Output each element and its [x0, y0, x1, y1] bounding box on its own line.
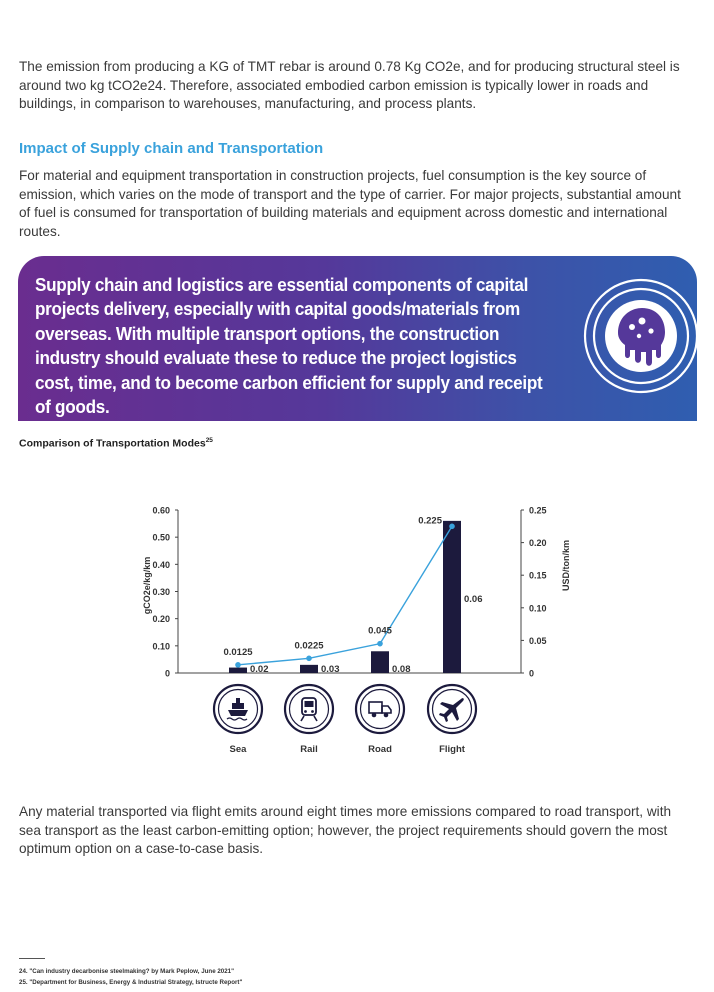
callout-text: Supply chain and logistics are essential… — [35, 274, 543, 418]
cost-point-rail — [306, 655, 312, 662]
bar-value-label: 0.08 — [392, 664, 411, 675]
cost-value-label: 0.0225 — [294, 640, 324, 651]
left-tick-label: 0 — [165, 669, 170, 679]
chart-cost-line — [235, 523, 455, 668]
left-axis-title: gCO2e/kg/km — [142, 557, 152, 615]
right-tick-label: 0.10 — [529, 603, 547, 613]
cost-value-label: 0.225 — [418, 515, 442, 526]
footnote-25: 25. "Department for Business, Energy & I… — [19, 979, 243, 986]
bar-rail — [300, 664, 318, 673]
right-tick-label: 0.25 — [529, 506, 547, 516]
airplane-icon — [426, 683, 478, 735]
bar-value-label: 0.02 — [250, 664, 269, 675]
truck-icon — [354, 683, 406, 735]
cost-value-label: 0.045 — [368, 626, 392, 637]
left-tick-label: 0.20 — [152, 614, 170, 624]
footnote-24: 24. "Can industry decarbonise steelmakin… — [19, 968, 235, 975]
chart-axes: 0 0.10 0.20 0.30 0.40 0.50 0.60 0 0.05 0.10 0.15 0.… — [142, 506, 571, 679]
section-heading: Impact of Supply chain and Transportatio… — [19, 140, 324, 157]
train-icon — [283, 683, 335, 735]
section-paragraph: For material and equipment transportatio… — [19, 168, 681, 239]
right-tick-label: 0 — [529, 669, 534, 679]
chart-category-icons: Sea Rail Road Flight — [212, 683, 478, 755]
bar-road — [371, 651, 389, 673]
bar-value-label: 0.06 — [464, 594, 483, 605]
intro-paragraph: The emission from producing a KG of TMT … — [19, 59, 680, 111]
ship-icon — [212, 683, 264, 735]
chart-title: Comparison of Transportation Modes25 — [19, 437, 213, 450]
right-tick-label: 0.15 — [529, 571, 547, 581]
cost-point-flight — [449, 523, 455, 530]
category-label-road: Road — [368, 744, 392, 755]
chart-title-footnote-ref: 25 — [205, 437, 213, 444]
category-label-sea: Sea — [230, 744, 248, 755]
left-tick-label: 0.40 — [152, 560, 170, 570]
cost-line-path — [237, 525, 453, 666]
conclusion-paragraph: Any material transported via flight emit… — [19, 804, 672, 856]
bar-value-label: 0.03 — [321, 664, 340, 675]
left-tick-label: 0.10 — [152, 641, 170, 651]
footnote-divider — [19, 958, 45, 959]
bar-flight — [443, 520, 461, 673]
category-label-rail: Rail — [300, 744, 317, 755]
left-tick-label: 0.60 — [152, 506, 170, 516]
chart-data-labels: 0.02 0.03 0.08 0.06 0.0125 0.0225 0.045 0.225 — [223, 515, 482, 675]
chart-bars — [229, 520, 461, 673]
left-tick-label: 0.30 — [152, 587, 170, 597]
cost-value-label: 0.0125 — [223, 647, 253, 658]
emission-badge-icon — [583, 278, 697, 394]
cost-point-road — [377, 640, 383, 647]
callout-banner: Supply chain and logistics are essential… — [18, 256, 697, 421]
bar-sea — [229, 667, 247, 673]
right-tick-label: 0.05 — [529, 636, 547, 646]
left-tick-label: 0.50 — [152, 533, 170, 543]
transport-comparison-chart: 0 0.10 0.20 0.30 0.40 0.50 0.60 0 0.05 0.10 0.15 0.… — [142, 506, 571, 756]
chart-title-text: Comparison of Transportation Modes — [19, 437, 206, 450]
category-label-flight: Flight — [439, 744, 466, 755]
cost-point-sea — [235, 662, 241, 668]
right-tick-label: 0.20 — [529, 538, 547, 548]
right-axis-title: USD/ton/km — [561, 540, 571, 591]
